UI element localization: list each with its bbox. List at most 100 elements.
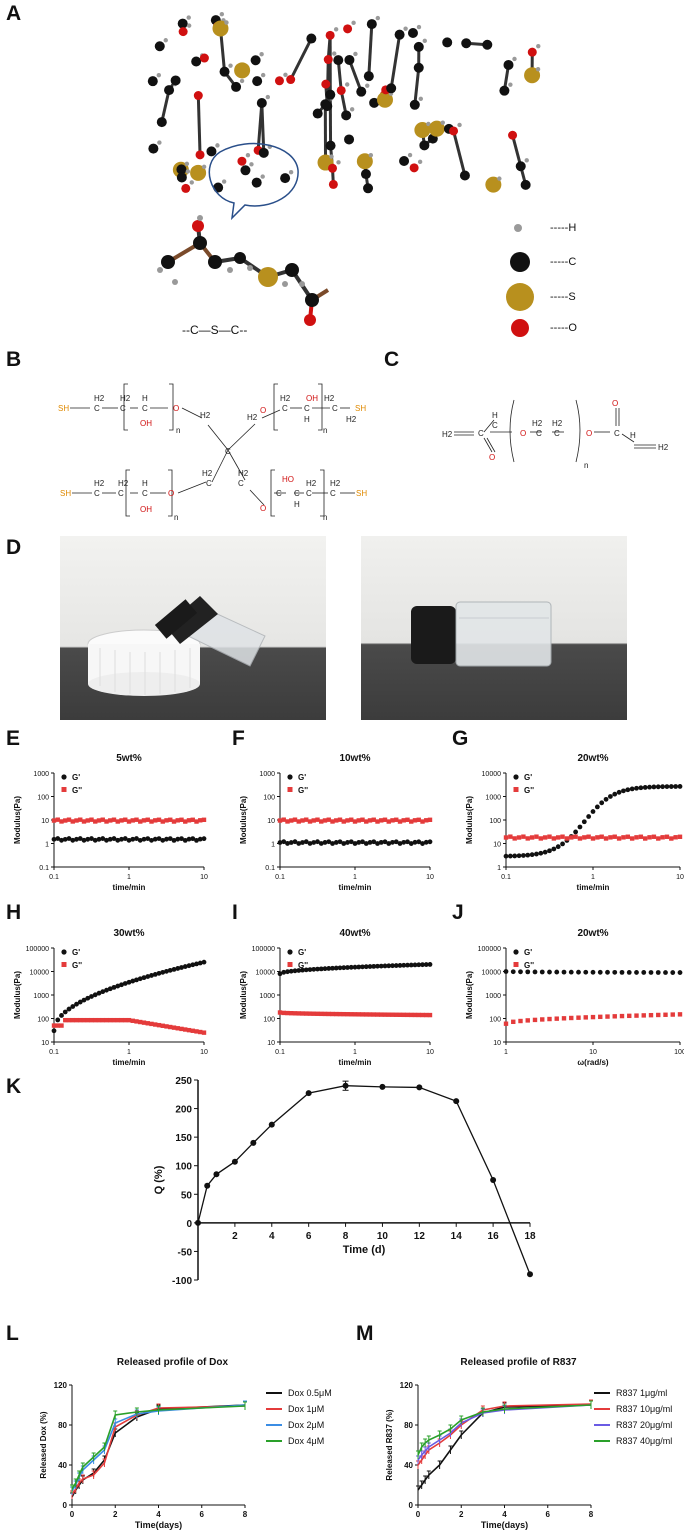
svg-text:n: n	[584, 461, 588, 470]
chart-l-dox-release: Released profile of Dox 120 80 40 00 2 4 6 8 Time…	[39, 1357, 332, 1530]
data-point-gdouble	[311, 1011, 316, 1016]
data-point-gdouble	[390, 818, 395, 823]
x-tick-label: 2	[113, 1510, 118, 1519]
data-point-gprime	[382, 963, 388, 969]
atom	[336, 85, 346, 95]
data-point-gdouble	[81, 1017, 87, 1023]
legend-label-gdouble: G''	[298, 961, 308, 970]
y-tick-label: 1000	[33, 993, 49, 1000]
data-point-gdouble	[59, 819, 64, 824]
data-point-gprime	[156, 836, 162, 841]
atom	[181, 183, 191, 193]
atom	[527, 47, 537, 57]
panel-letter-i: I	[232, 901, 238, 924]
x-tick-label: 10	[426, 1049, 434, 1056]
hydrogen-atom	[163, 38, 168, 43]
atom	[280, 173, 291, 184]
data-point-gdouble	[319, 1011, 324, 1017]
data-point-gdouble	[292, 1011, 298, 1016]
data-point-gprime	[573, 829, 578, 835]
y-tick-label: 150	[175, 1133, 192, 1144]
chart-title: 10wt%	[339, 753, 370, 764]
svg-text:H: H	[294, 500, 300, 509]
hydrogen-atom	[157, 140, 162, 145]
y-tick-label: 100	[263, 1017, 275, 1024]
data-point-gdouble	[401, 818, 406, 823]
data-point-gprime	[594, 804, 600, 810]
data-point-gprime	[186, 836, 192, 842]
data-point-gdouble	[190, 1028, 195, 1033]
data-point-gprime	[554, 969, 560, 975]
svg-text:H2: H2	[238, 469, 249, 478]
data-point-gprime	[397, 841, 403, 846]
data-point-gdouble	[641, 1013, 646, 1018]
svg-text:SH: SH	[356, 489, 367, 498]
data-point-gprime	[164, 968, 169, 974]
data-point-gdouble	[356, 818, 361, 823]
data-point-gprime	[326, 966, 332, 971]
data-point-gdouble	[673, 835, 678, 840]
callout-bubble	[208, 142, 299, 221]
data-point-gprime	[330, 965, 335, 971]
x-tick-label: 10	[200, 1049, 208, 1056]
atom	[503, 59, 514, 70]
data-point-gprime	[655, 970, 661, 975]
hydrogen-atom	[245, 152, 251, 158]
data-point-gdouble	[315, 817, 320, 822]
svg-text:HO: HO	[282, 475, 294, 484]
data-point-gdouble	[424, 818, 429, 823]
data-point-gdouble	[603, 836, 609, 841]
hydrogen-atom	[228, 63, 233, 68]
hydrogen-atom	[416, 24, 422, 30]
data-point-gprime	[281, 969, 287, 975]
data-point-gdouble	[59, 1023, 64, 1028]
data-point-gdouble	[525, 836, 530, 841]
svg-text:O: O	[612, 399, 618, 408]
data-point-gprime	[62, 1009, 68, 1015]
data-point-gprime	[648, 970, 654, 975]
svg-text:C: C	[94, 404, 100, 413]
data-point-gprime	[367, 839, 373, 845]
data-point	[416, 1084, 423, 1091]
data-point-gdouble	[190, 817, 195, 822]
data-point-gprime	[175, 966, 181, 971]
data-point-gprime	[115, 837, 121, 843]
y-tick-label: 40	[58, 1461, 67, 1470]
atom	[237, 156, 247, 166]
data-point-gprime	[555, 844, 561, 850]
data-point-gprime	[186, 963, 192, 969]
atom	[256, 98, 267, 109]
data-point-gdouble	[186, 818, 192, 823]
y-tick-label: -100	[172, 1276, 192, 1287]
data-point-gprime	[401, 839, 407, 845]
data-point-gdouble	[304, 1011, 309, 1016]
data-point-gdouble	[108, 1017, 113, 1023]
data-point-gdouble	[81, 819, 87, 824]
data-point-gdouble	[409, 819, 414, 824]
data-point-gdouble	[175, 818, 180, 823]
data-point-gprime	[122, 981, 128, 986]
legend-label: Dox 4μM	[288, 1436, 324, 1446]
panel-letter-c: C	[384, 348, 400, 371]
atom	[322, 101, 333, 112]
data-point-gprime	[427, 839, 433, 845]
data-point-gprime	[55, 1017, 61, 1023]
data-point-gdouble	[126, 819, 132, 824]
data-point-gprime	[277, 840, 283, 845]
molecular-model-illustration	[147, 11, 541, 337]
data-point-gdouble	[525, 1018, 530, 1023]
atom	[170, 75, 181, 86]
data-point-gdouble	[556, 835, 561, 840]
data-point-gdouble	[51, 818, 57, 823]
data-point-gprime	[576, 969, 581, 975]
data-point-gdouble	[616, 836, 622, 841]
series-line	[71, 1405, 246, 1490]
atom	[252, 76, 263, 87]
data-point-gdouble	[138, 1019, 143, 1025]
data-point	[204, 1182, 211, 1189]
data-point-gdouble	[540, 1017, 545, 1022]
data-point-gprime	[608, 794, 613, 799]
hydrogen-atom	[351, 20, 356, 26]
data-point-gprime	[360, 839, 365, 845]
y-tick-label: 100	[37, 795, 49, 802]
